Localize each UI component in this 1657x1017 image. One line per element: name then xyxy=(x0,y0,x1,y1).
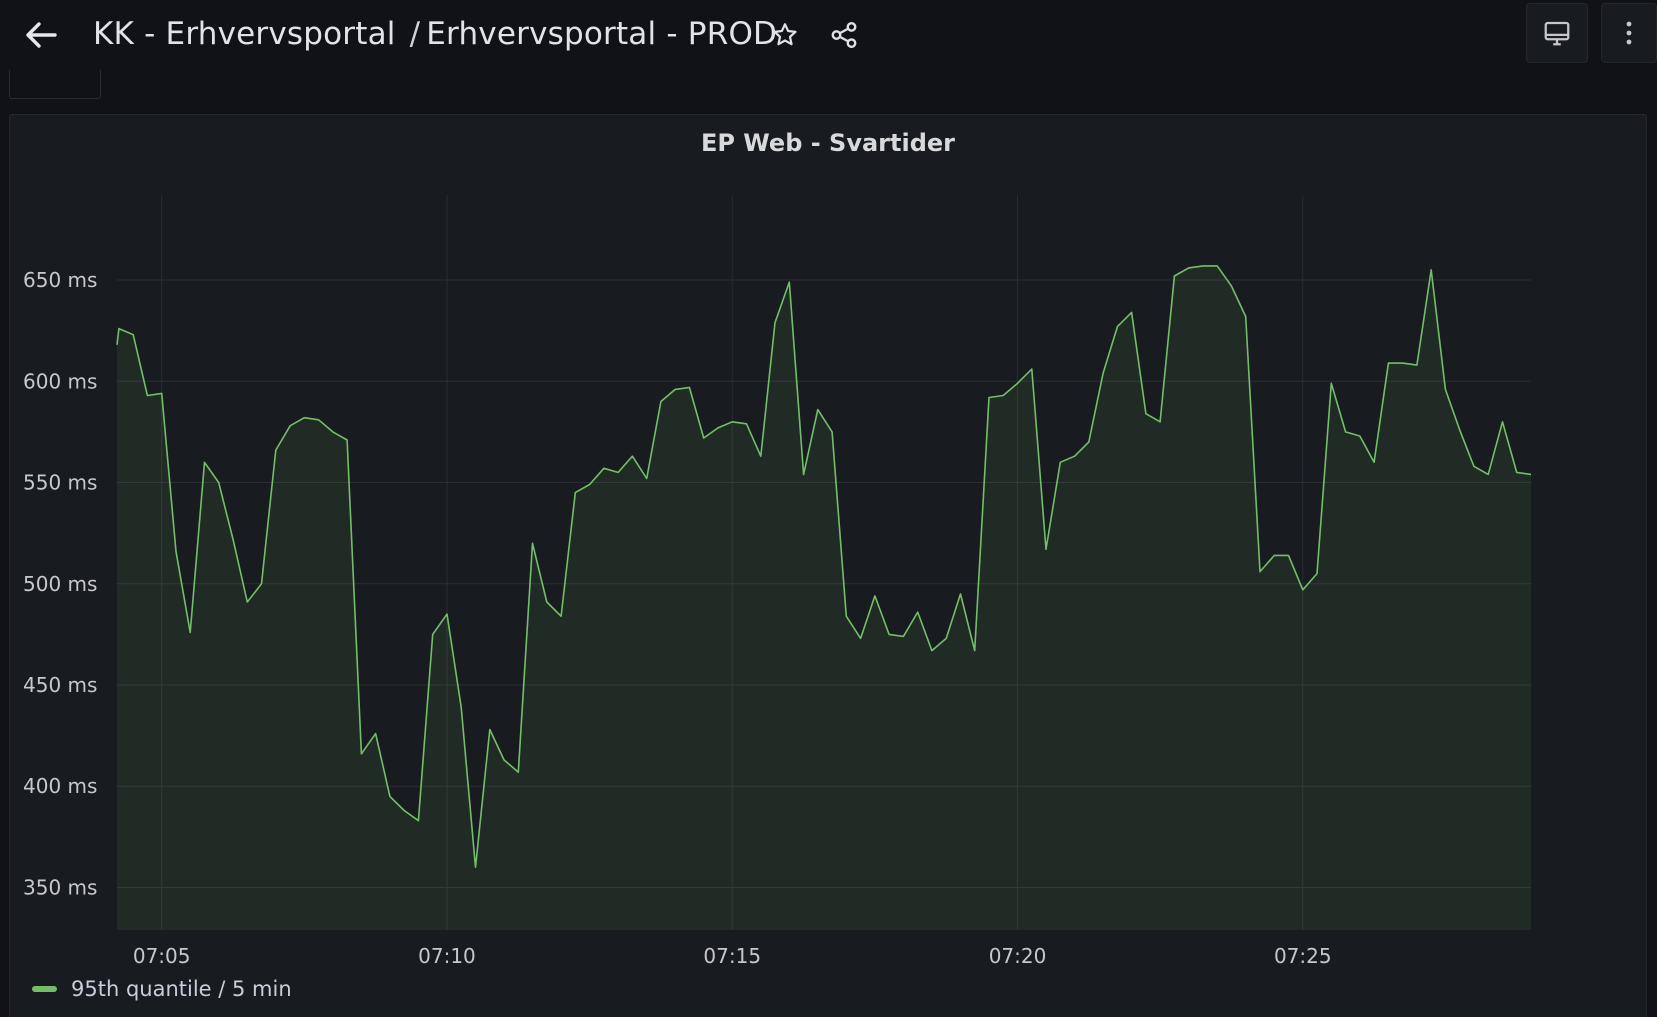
series-area xyxy=(117,265,1531,930)
back-button[interactable] xyxy=(18,14,64,56)
arrow-left-icon xyxy=(26,22,57,48)
plot-area xyxy=(116,265,1532,930)
x-tick-label: 07:10 xyxy=(418,944,476,965)
x-tick-label: 07:25 xyxy=(1274,944,1332,965)
y-tick-label: 450 ms xyxy=(23,673,97,697)
legend-label: 95th quantile / 5 min xyxy=(71,977,292,1001)
more-options-button[interactable] xyxy=(1601,3,1657,63)
chart-grid xyxy=(117,195,1531,930)
x-tick-label: 07:15 xyxy=(703,944,761,965)
y-tick-label: 550 ms xyxy=(23,471,97,495)
row-collapse-stub xyxy=(9,70,101,99)
tv-mode-button[interactable] xyxy=(1526,3,1588,63)
breadcrumb: KK - Erhvervsportal / Erhvervsportal - P… xyxy=(93,14,777,54)
breadcrumb-separator: / xyxy=(409,16,421,52)
response-time-chart: 350 ms 400 ms 450 ms 500 ms 550 ms 600 ms 650 … xyxy=(23,195,1532,965)
y-tick-label: 650 ms xyxy=(23,268,97,292)
x-tick-label: 07:20 xyxy=(989,944,1047,965)
monitor-icon xyxy=(1544,21,1570,46)
share-icon xyxy=(831,21,857,49)
legend-item[interactable]: 95th quantile / 5 min xyxy=(32,977,292,1001)
y-axis: 350 ms 400 ms 450 ms 500 ms 550 ms 600 ms 650 … xyxy=(23,268,97,899)
panel-title[interactable]: EP Web - Svartider xyxy=(700,129,956,157)
x-tick-label: 07:05 xyxy=(133,944,191,965)
share-button[interactable] xyxy=(826,17,862,53)
y-tick-label: 500 ms xyxy=(23,572,97,596)
dashboard-title[interactable]: Erhvervsportal - PROD xyxy=(426,16,778,52)
graph-panel: EP Web - Svartider 350 ms 400 ms 450 ms 500… xyxy=(9,114,1647,1017)
y-tick-label: 400 ms xyxy=(23,774,97,798)
kebab-menu-icon xyxy=(1626,21,1632,45)
y-tick-label: 350 ms xyxy=(23,875,97,899)
star-icon xyxy=(773,23,797,46)
dashboard-navbar: KK - Erhvervsportal / Erhvervsportal - P… xyxy=(0,0,1657,72)
legend-swatch xyxy=(32,986,57,992)
x-axis: 07:05 07:10 07:15 07:20 07:25 xyxy=(133,944,1332,965)
y-tick-label: 600 ms xyxy=(23,369,97,393)
star-button[interactable] xyxy=(767,17,803,53)
breadcrumb-folder[interactable]: KK - Erhvervsportal xyxy=(93,16,396,52)
